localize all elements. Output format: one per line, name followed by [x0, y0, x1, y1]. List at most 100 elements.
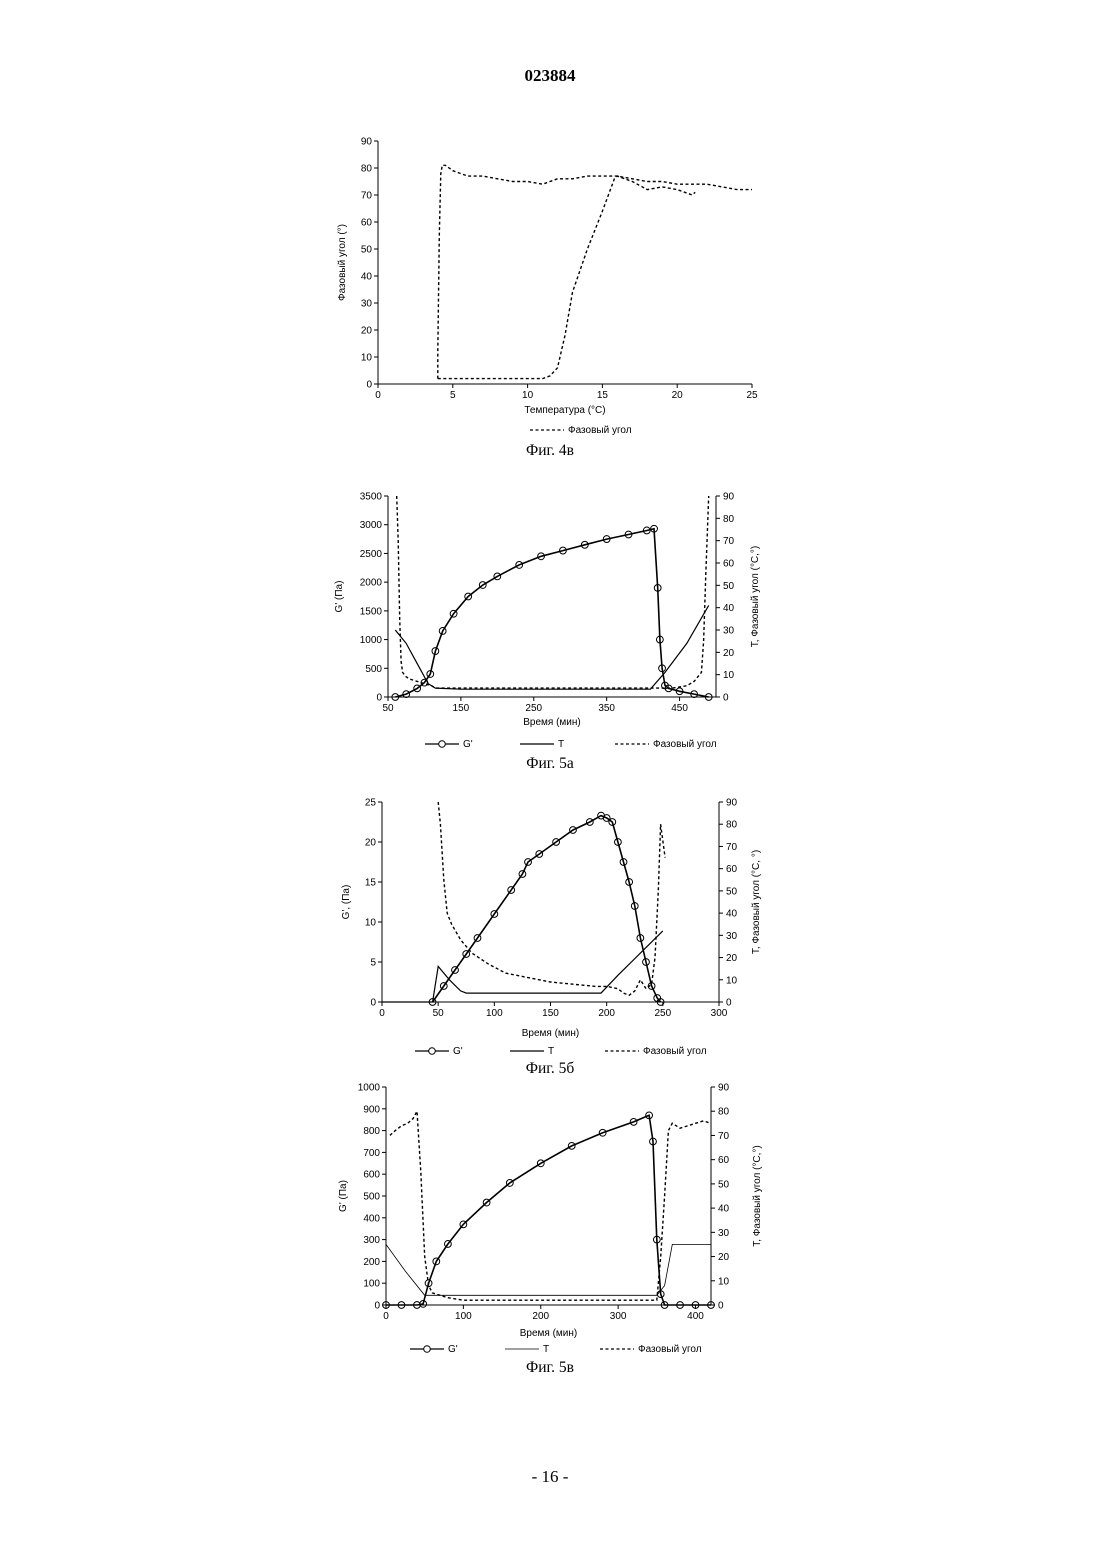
y-tick-label: 0: [366, 380, 372, 391]
y2-tick-label: 90: [718, 1083, 730, 1094]
x-tick-label: 10: [522, 390, 534, 401]
y-tick-label: 80: [361, 164, 373, 175]
x-tick-label: 350: [598, 703, 615, 714]
y-tick-label: 100: [363, 1279, 380, 1290]
y-tick-label: 40: [361, 272, 373, 283]
y2-tick-label: 60: [718, 1155, 730, 1166]
y-tick-label: 15: [365, 878, 377, 889]
x-tick-label: 50: [382, 703, 394, 714]
y2-tick-label: 70: [726, 842, 738, 853]
series-dashed-2: [390, 1111, 711, 1300]
x-axis-label: Время (мин): [522, 1028, 580, 1039]
x-axis-label: Температура (°C): [524, 405, 605, 416]
y-tick-label: 50: [361, 245, 373, 256]
y2-tick-label: 80: [726, 820, 738, 831]
x-tick-label: 100: [455, 1311, 472, 1322]
y-tick-label: 700: [363, 1148, 380, 1159]
series-line: [438, 176, 695, 379]
y2-tick-label: 50: [723, 581, 735, 592]
legend-label: T: [543, 1344, 549, 1355]
y-tick-label: 900: [363, 1104, 380, 1115]
series-dashed-0: [438, 165, 752, 378]
y-tick-label: 5: [370, 958, 376, 969]
figure-caption: Фиг. 4в: [526, 442, 574, 459]
x-tick-label: 150: [453, 703, 470, 714]
figure-caption: Фиг. 5в: [526, 1359, 574, 1376]
y-tick-label: 2000: [360, 578, 383, 589]
legend-label: Фазовый угол: [643, 1046, 707, 1057]
x-tick-label: 200: [532, 1311, 549, 1322]
y2-axis-label: T, Фазовый угол (°C,°): [750, 546, 761, 648]
y2-tick-label: 40: [718, 1204, 730, 1215]
y2-tick-label: 40: [723, 603, 735, 614]
figure-caption: Фиг. 5а: [526, 755, 574, 772]
series-line: [386, 1244, 711, 1295]
y-tick-label: 1000: [360, 635, 383, 646]
x-tick-label: 250: [525, 703, 542, 714]
series-thin-1: [386, 1244, 711, 1295]
y-axis-label: G' (Па): [338, 1180, 349, 1212]
series-circles-0: [383, 1112, 715, 1308]
y2-tick-label: 10: [718, 1276, 730, 1287]
y2-tick-label: 90: [726, 798, 738, 809]
y-tick-label: 70: [361, 191, 373, 202]
y-axis-label: G' (Па): [334, 581, 345, 613]
x-tick-label: 20: [672, 390, 684, 401]
y2-tick-label: 10: [726, 975, 738, 986]
y-tick-label: 60: [361, 218, 373, 229]
y2-tick-label: 70: [718, 1131, 730, 1142]
series-line: [438, 165, 752, 378]
x-axis-label: Время (мин): [523, 717, 581, 728]
y-tick-label: 25: [365, 798, 377, 809]
y-tick-label: 3000: [360, 520, 383, 531]
y-tick-label: 30: [361, 299, 373, 310]
series-dashed-2: [438, 802, 665, 995]
y-tick-label: 800: [363, 1126, 380, 1137]
legend: G'TФазовый угол: [415, 1046, 707, 1057]
y-tick-label: 500: [363, 1192, 380, 1203]
x-tick-label: 0: [383, 1311, 389, 1322]
y-tick-label: 200: [363, 1257, 380, 1268]
y2-tick-label: 20: [718, 1252, 730, 1263]
y-tick-label: 20: [365, 838, 377, 849]
y-tick-label: 20: [361, 326, 373, 337]
legend-label: G': [448, 1344, 458, 1355]
series-circles-0: [429, 812, 664, 1005]
y2-tick-label: 20: [726, 953, 738, 964]
y2-tick-label: 0: [723, 693, 729, 704]
x-tick-label: 400: [687, 1311, 704, 1322]
x-tick-label: 300: [610, 1311, 627, 1322]
y2-tick-label: 60: [726, 864, 738, 875]
y2-axis-label: T, Фазовый угол (°C,°): [752, 1145, 763, 1247]
y-tick-label: 300: [363, 1235, 380, 1246]
series-line: [386, 1115, 711, 1305]
series-line: [438, 802, 665, 995]
legend: Фазовый угол: [530, 425, 632, 436]
x-tick-label: 200: [598, 1008, 615, 1019]
y2-tick-label: 30: [723, 626, 735, 637]
x-tick-label: 25: [746, 390, 758, 401]
series-line: [390, 1111, 711, 1300]
y-tick-label: 90: [361, 137, 373, 148]
y2-axis-label: T, Фазовый угол (°C, °): [751, 850, 762, 954]
y2-tick-label: 30: [726, 931, 738, 942]
y2-tick-label: 50: [726, 886, 738, 897]
x-tick-label: 450: [671, 703, 688, 714]
y2-tick-label: 0: [718, 1301, 724, 1312]
y-tick-label: 500: [365, 664, 382, 675]
x-tick-label: 300: [711, 1008, 728, 1019]
x-tick-label: 150: [542, 1008, 559, 1019]
y-axis-label: G', (Па): [341, 885, 352, 920]
y-tick-label: 1000: [358, 1083, 381, 1094]
y2-tick-label: 90: [723, 492, 735, 503]
chart-fig5a: 5015025035045005001000150020002500300035…: [334, 492, 761, 773]
legend: G' T Фазовый угол: [410, 1344, 702, 1355]
x-axis-label: Время (мин): [520, 1328, 578, 1339]
legend-label: G': [453, 1046, 463, 1057]
y2-tick-label: 80: [718, 1107, 730, 1118]
legend-label: Фазовый угол: [638, 1344, 702, 1355]
y-tick-label: 0: [370, 998, 376, 1009]
y-tick-label: 10: [365, 918, 377, 929]
legend-label: G': [463, 739, 473, 750]
